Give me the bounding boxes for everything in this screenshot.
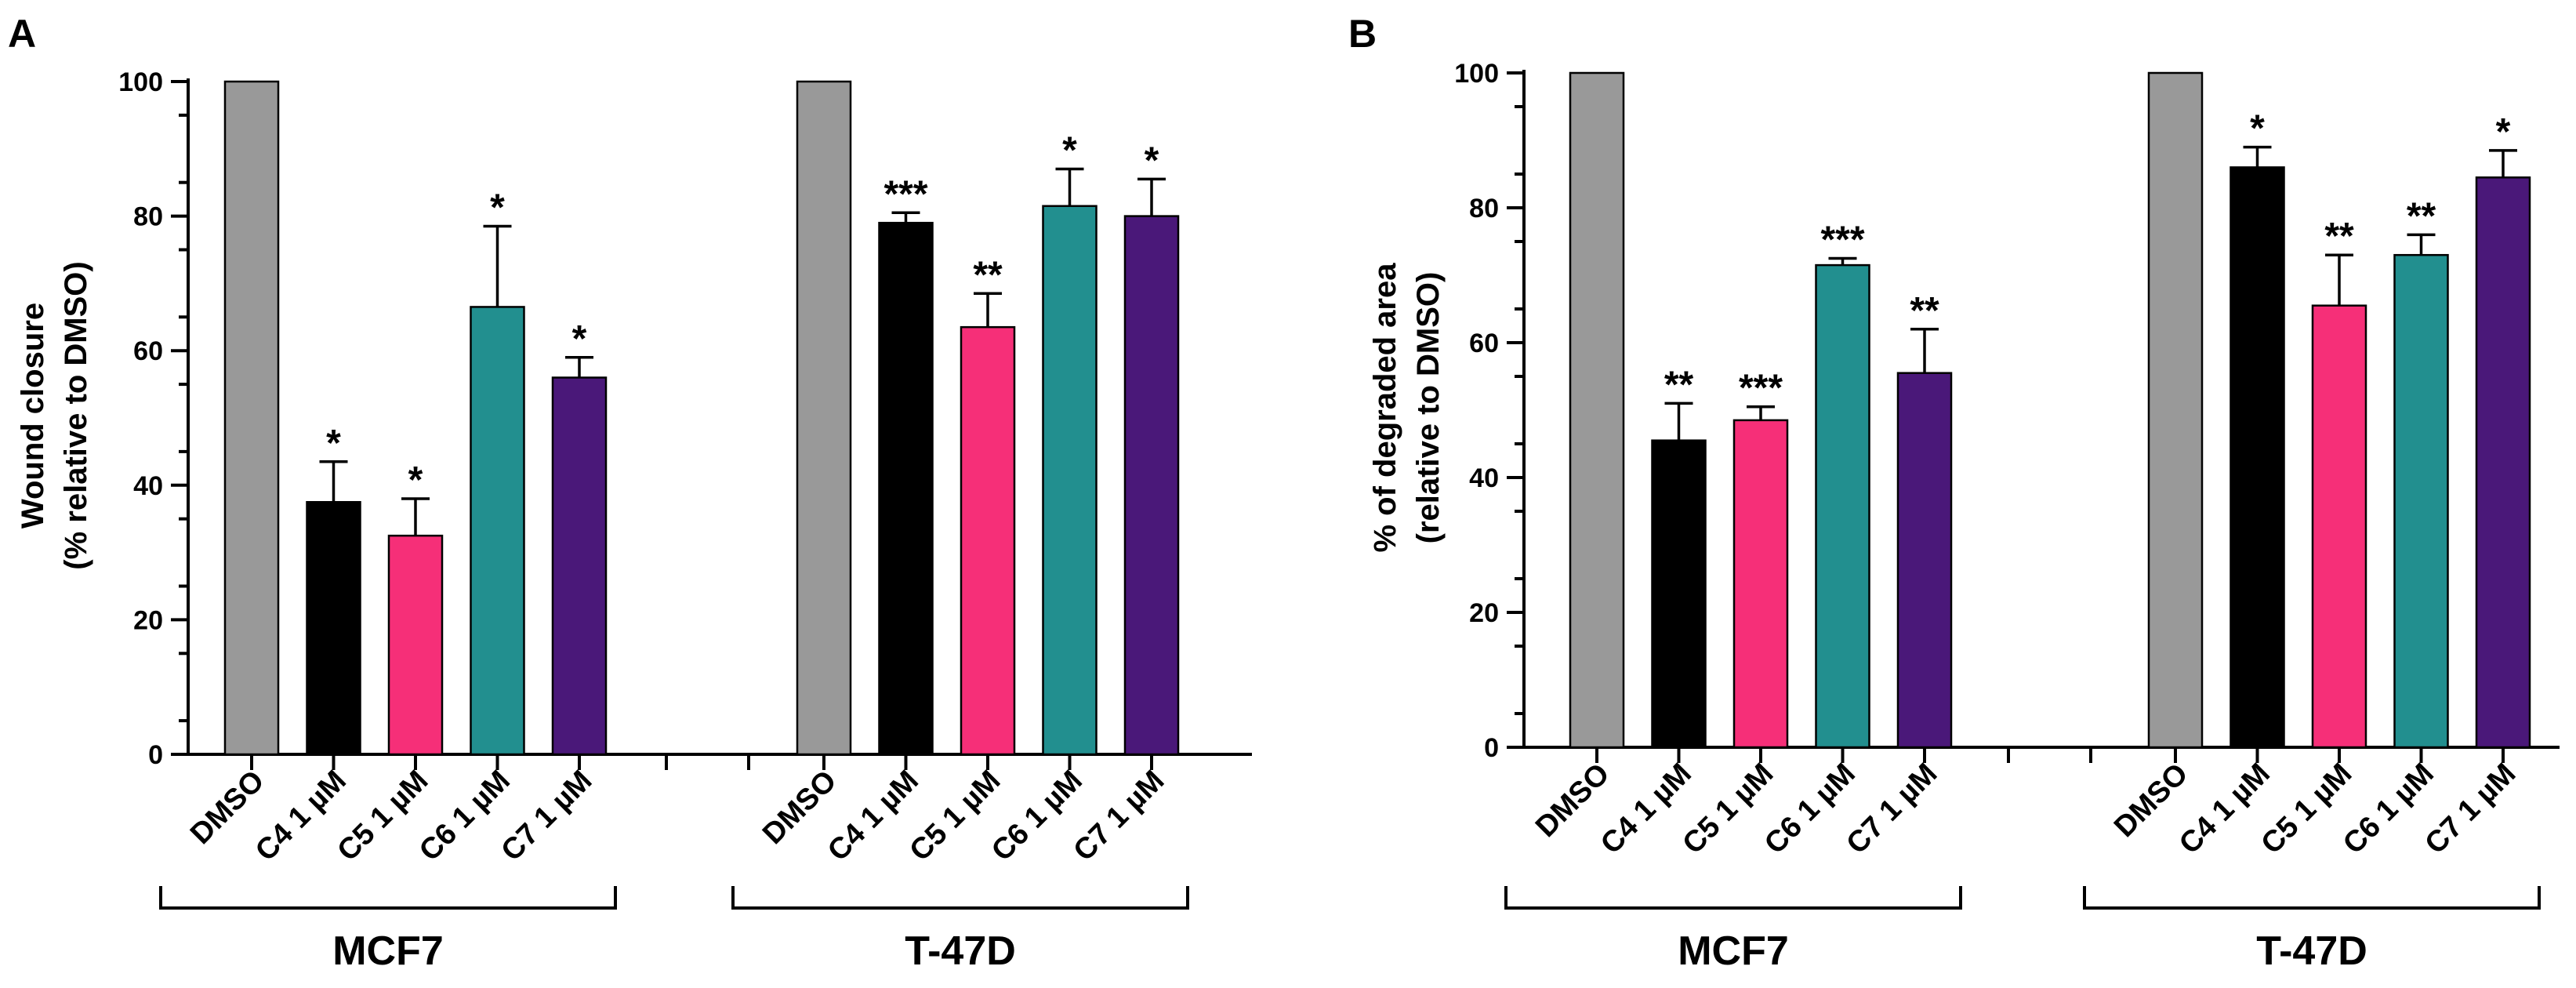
significance-label: ** <box>2324 216 2354 257</box>
bar <box>387 534 444 756</box>
x-tick-label: C7 1 µM <box>2419 757 2523 861</box>
significance-label: * <box>490 187 505 228</box>
x-tick-label: C4 1 µM <box>249 765 353 868</box>
x-tick-label: C7 1 µM <box>1841 757 1944 861</box>
bar <box>2475 176 2531 749</box>
significance-label: ** <box>1910 290 1939 332</box>
x-tick-label: C5 1 µM <box>904 765 1007 868</box>
significance-label: * <box>2496 111 2511 153</box>
bar <box>2393 253 2449 749</box>
panel-letter: B <box>1348 12 1377 56</box>
significance-label: *** <box>1739 368 1783 409</box>
x-tick-label: C4 1 µM <box>822 765 925 868</box>
bar-group-t-47d: DMSO***C4 1 µM**C5 1 µM*C6 1 µM*C7 1 µMT… <box>731 80 1189 974</box>
chart-panel-b: B % of degraded area (relative to DMSO) 0 20… <box>1348 12 2560 974</box>
x-tick-label: C7 1 µM <box>495 765 599 868</box>
bar <box>306 501 361 756</box>
chart-panel-a: A Wound closure (% relative to DMSO) 0 20 40 6… <box>8 12 1252 974</box>
y-axis-label: (relative to DMSO) <box>1411 272 1446 544</box>
significance-label: * <box>408 459 423 501</box>
bar <box>2230 166 2285 749</box>
bar <box>1732 419 1789 749</box>
group-label: T-47D <box>905 928 1016 974</box>
bar <box>1123 215 1180 756</box>
y-tick-label: 100 <box>1454 59 1499 89</box>
y-tick-label: 80 <box>133 202 163 232</box>
significance-label: ** <box>2407 195 2436 237</box>
significance-label: * <box>1062 130 1077 172</box>
y-axis-label: (% relative to DMSO) <box>59 261 93 569</box>
y-tick-label: 100 <box>118 67 163 97</box>
bar <box>1896 372 1953 749</box>
group-bracket <box>1504 886 1962 910</box>
significance-label: ** <box>1664 364 1694 405</box>
x-tick-label: C7 1 µM <box>1068 765 1171 868</box>
bar-group-mcf7: DMSO**C4 1 µM***C5 1 µM***C6 1 µM**C7 1 … <box>1504 71 1962 974</box>
x-tick-label: C5 1 µM <box>2255 757 2359 861</box>
y-axis-label: % of degraded area <box>1368 263 1402 553</box>
y-tick-label: 0 <box>148 740 163 770</box>
x-tick-label: C6 1 µM <box>413 765 517 868</box>
significance-label: ** <box>973 254 1003 296</box>
bar <box>796 80 852 756</box>
group-label: MCF7 <box>1678 928 1789 974</box>
y-tick-label: 80 <box>1469 194 1499 223</box>
y-tick-label: 40 <box>133 471 163 501</box>
x-tick-label: C4 1 µM <box>2173 757 2277 861</box>
y-tick-label: 60 <box>1469 329 1499 358</box>
bar <box>2147 71 2204 749</box>
bar <box>1651 439 1707 749</box>
y-tick-label: 40 <box>1469 463 1499 493</box>
panel-letter: A <box>8 12 36 56</box>
significance-label: * <box>2250 108 2265 150</box>
significance-label: *** <box>883 173 927 215</box>
x-tick-label: C5 1 µM <box>1677 757 1780 861</box>
y-axis-label: Wound closure <box>16 303 50 529</box>
bar <box>1042 205 1098 756</box>
significance-label: * <box>572 318 587 360</box>
y-tick-label: 20 <box>1469 598 1499 628</box>
x-tick-label: C5 1 µM <box>332 765 435 868</box>
group-bracket <box>2083 886 2541 910</box>
significance-label: * <box>1145 140 1159 181</box>
y-tick-label: 0 <box>1484 733 1499 763</box>
x-tick-label: C6 1 µM <box>2337 757 2440 861</box>
x-tick-label: C6 1 µM <box>985 765 1089 868</box>
bar-group-t-47d: DMSO*C4 1 µM**C5 1 µM**C6 1 µM*C7 1 µMT-… <box>2083 71 2541 974</box>
x-tick-label: C6 1 µM <box>1758 757 1862 861</box>
y-tick-label: 20 <box>133 605 163 635</box>
bar <box>1569 71 1625 749</box>
y-tick-label: 60 <box>133 336 163 366</box>
bar <box>551 376 608 756</box>
significance-label: * <box>326 423 341 464</box>
group-bracket <box>731 886 1189 910</box>
bar <box>470 306 525 756</box>
bar <box>223 80 280 756</box>
bar <box>2311 304 2367 749</box>
group-label: T-47D <box>2256 928 2367 974</box>
bar <box>960 325 1016 756</box>
bar <box>878 221 934 756</box>
group-label: MCF7 <box>332 928 444 974</box>
x-tick-label: C4 1 µM <box>1595 757 1698 861</box>
significance-label: *** <box>1820 220 1864 261</box>
bar <box>1815 263 1870 749</box>
group-bracket <box>159 886 617 910</box>
